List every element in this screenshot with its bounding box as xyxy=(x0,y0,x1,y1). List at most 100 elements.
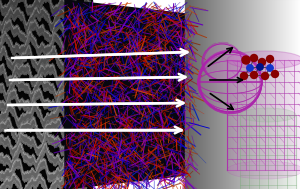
Bar xyxy=(185,0,186,189)
Circle shape xyxy=(257,64,263,70)
Bar xyxy=(191,0,192,189)
Bar xyxy=(246,0,247,189)
Circle shape xyxy=(250,54,257,61)
Bar xyxy=(233,0,234,189)
Bar xyxy=(291,0,292,189)
Bar xyxy=(297,0,298,189)
Bar xyxy=(234,0,235,189)
Bar xyxy=(193,0,194,189)
Bar xyxy=(236,0,237,189)
Bar xyxy=(248,0,249,189)
Bar xyxy=(253,0,254,189)
Bar xyxy=(283,0,284,189)
Bar xyxy=(278,0,279,189)
Bar xyxy=(252,0,253,189)
Bar xyxy=(241,0,242,189)
Bar xyxy=(195,0,196,189)
Bar xyxy=(202,0,203,189)
Bar xyxy=(199,0,200,189)
Bar xyxy=(198,0,199,189)
Bar xyxy=(211,0,212,189)
Circle shape xyxy=(242,56,250,64)
Bar xyxy=(272,0,273,189)
Bar xyxy=(292,0,293,189)
Bar xyxy=(296,0,297,189)
Bar xyxy=(270,0,271,189)
Bar xyxy=(222,0,223,189)
Bar xyxy=(190,0,191,189)
Bar xyxy=(285,0,286,189)
Ellipse shape xyxy=(227,161,300,179)
Bar xyxy=(298,0,299,189)
Bar xyxy=(259,0,260,189)
Bar xyxy=(231,0,232,189)
Bar xyxy=(210,0,211,189)
Bar xyxy=(217,0,218,189)
Bar xyxy=(203,0,204,189)
Bar xyxy=(229,0,230,189)
Bar xyxy=(290,0,291,189)
Bar xyxy=(243,0,244,189)
Bar xyxy=(293,0,294,189)
Bar xyxy=(262,0,263,189)
Bar xyxy=(205,0,206,189)
Bar xyxy=(192,0,193,189)
Bar xyxy=(265,0,266,189)
Bar xyxy=(258,0,259,189)
Bar xyxy=(249,0,250,189)
Bar xyxy=(224,0,225,189)
Bar xyxy=(204,0,205,189)
Circle shape xyxy=(259,59,266,66)
Bar xyxy=(288,0,289,189)
Bar xyxy=(213,0,214,189)
Bar xyxy=(212,0,213,189)
Bar xyxy=(257,0,258,189)
Bar xyxy=(218,0,219,189)
Bar xyxy=(200,0,201,189)
Circle shape xyxy=(250,71,257,78)
Ellipse shape xyxy=(227,51,300,69)
Bar xyxy=(219,0,220,189)
Bar xyxy=(194,0,195,189)
Circle shape xyxy=(247,65,253,71)
Bar xyxy=(251,0,252,189)
Bar xyxy=(188,0,189,189)
Bar xyxy=(239,0,240,189)
Bar xyxy=(206,0,207,189)
Bar xyxy=(227,60,300,170)
Bar xyxy=(196,0,197,189)
Bar xyxy=(240,115,296,189)
Bar xyxy=(263,0,264,189)
Bar xyxy=(221,0,222,189)
Bar xyxy=(220,0,221,189)
Bar xyxy=(280,0,281,189)
Ellipse shape xyxy=(198,52,262,112)
Bar xyxy=(226,0,227,189)
Ellipse shape xyxy=(240,108,296,122)
Bar xyxy=(261,0,262,189)
Bar xyxy=(237,0,238,189)
Bar xyxy=(255,0,256,189)
Bar xyxy=(282,0,283,189)
Bar xyxy=(207,0,208,189)
Bar xyxy=(250,0,251,189)
Bar xyxy=(295,0,296,189)
Bar xyxy=(244,0,245,189)
Bar xyxy=(264,0,265,189)
Bar xyxy=(209,0,210,189)
Bar xyxy=(274,0,275,189)
Bar xyxy=(186,0,187,189)
Bar xyxy=(223,0,224,189)
Bar xyxy=(279,0,280,189)
Circle shape xyxy=(266,56,274,63)
Bar xyxy=(268,0,269,189)
Bar xyxy=(187,0,188,189)
Bar xyxy=(294,0,295,189)
Bar xyxy=(247,0,248,189)
Bar xyxy=(232,0,233,189)
Bar xyxy=(260,0,261,189)
Bar xyxy=(240,0,241,189)
Bar xyxy=(267,0,268,189)
Bar xyxy=(254,0,255,189)
Bar xyxy=(227,0,228,189)
